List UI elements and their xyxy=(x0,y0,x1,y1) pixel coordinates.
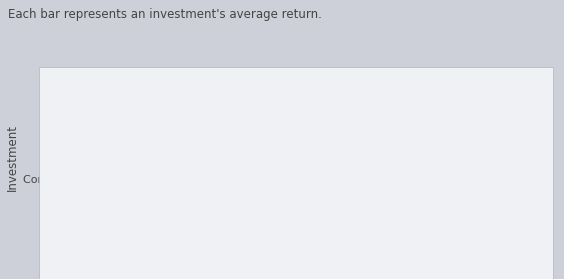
Bar xyxy=(121,81,469,105)
Bar xyxy=(121,167,224,191)
Text: 6.49: 6.49 xyxy=(228,174,253,184)
Y-axis label: Investment: Investment xyxy=(6,124,19,191)
X-axis label: Average Annual Return (%): Average Annual Return (%) xyxy=(239,263,399,275)
Text: 22.05: 22.05 xyxy=(474,88,506,98)
Bar xyxy=(121,124,307,148)
Text: 11.74: 11.74 xyxy=(311,131,343,141)
Text: 4.09: 4.09 xyxy=(191,217,215,227)
Bar xyxy=(121,210,186,234)
Text: Each bar represents an investment's average return.: Each bar represents an investment's aver… xyxy=(8,8,323,21)
